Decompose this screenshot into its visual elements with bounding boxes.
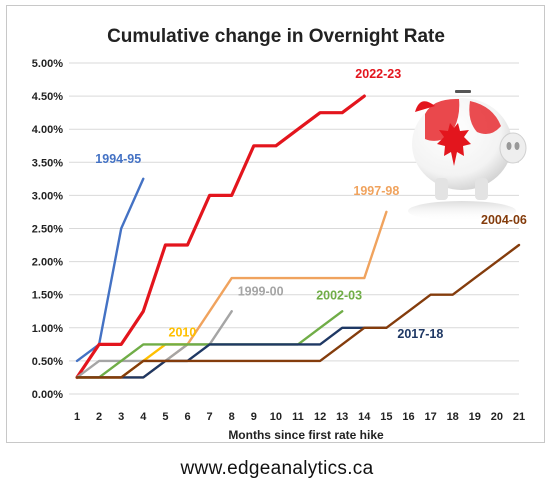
x-tick-label: 4 — [140, 411, 147, 423]
x-tick-label: 14 — [358, 411, 371, 423]
series-label-1999-00: 1999-00 — [238, 284, 284, 298]
x-tick-label: 11 — [292, 411, 304, 423]
chart-title: Cumulative change in Overnight Rate — [107, 26, 445, 47]
x-axis-label: Months since first rate hike — [228, 428, 384, 442]
x-tick-label: 9 — [251, 411, 257, 423]
x-tick-label: 15 — [380, 411, 392, 423]
y-tick-label: 3.00% — [32, 190, 63, 202]
series-line-2022-23 — [75, 94, 366, 379]
x-tick-label: 5 — [162, 411, 168, 423]
series-label-1994-95: 1994-95 — [95, 152, 141, 166]
x-tick-label: 20 — [491, 411, 503, 423]
y-tick-label: 3.50% — [32, 157, 63, 169]
x-tick-label: 21 — [513, 411, 525, 423]
series-line-1994-95 — [75, 177, 145, 363]
x-tick-label: 3 — [118, 411, 124, 423]
y-tick-label: 1.00% — [32, 323, 63, 335]
series-label-2010: 2010 — [169, 325, 197, 339]
y-tick-label: 4.50% — [32, 91, 63, 103]
series-label-1997-98: 1997-98 — [353, 184, 399, 198]
y-tick-label: 2.00% — [32, 257, 63, 269]
source-website-link[interactable]: www.edgeanalytics.ca — [180, 458, 374, 479]
y-tick-label: 1.50% — [32, 290, 63, 302]
x-tick-label: 7 — [207, 411, 213, 423]
piggy-bank-icon — [408, 90, 527, 221]
x-tick-label: 19 — [469, 411, 481, 423]
x-tick-label: 17 — [424, 411, 436, 423]
series-line-2017-18 — [75, 326, 388, 379]
y-tick-label: 0.50% — [32, 356, 63, 368]
series-label-2004-06: 2004-06 — [481, 213, 527, 227]
chart-frame: Cumulative change in Overnight Rate 0.00… — [6, 5, 545, 443]
x-tick-label: 10 — [270, 411, 282, 423]
series-lines — [75, 94, 521, 379]
y-tick-label: 5.00% — [32, 58, 63, 70]
x-tick-label: 2 — [96, 411, 102, 423]
x-tick-label: 18 — [447, 411, 459, 423]
series-labels: 1994-95 2022-23 1997-98 1999-00 2010 2002-03 2… — [95, 67, 527, 341]
axes: 0.00% 0.50% 1.00% 1.50% 2.00% 2.50% 3.00% 3.50%… — [32, 58, 525, 423]
x-tick-label: 12 — [314, 411, 326, 423]
line-chart: Cumulative change in Overnight Rate 0.00… — [32, 26, 527, 442]
x-tick-label: 8 — [229, 411, 235, 423]
x-tick-label: 13 — [336, 411, 348, 423]
series-line-2004-06 — [75, 243, 521, 379]
x-tick-label: 1 — [74, 411, 80, 423]
x-tick-label: 16 — [402, 411, 414, 423]
y-tick-label: 0.00% — [32, 389, 63, 401]
series-label-2002-03: 2002-03 — [316, 288, 362, 302]
series-label-2022-23: 2022-23 — [355, 67, 401, 81]
series-label-2017-18: 2017-18 — [397, 327, 443, 341]
y-tick-label: 4.00% — [32, 124, 63, 136]
x-tick-label: 6 — [184, 411, 190, 423]
y-tick-label: 2.50% — [32, 224, 63, 236]
